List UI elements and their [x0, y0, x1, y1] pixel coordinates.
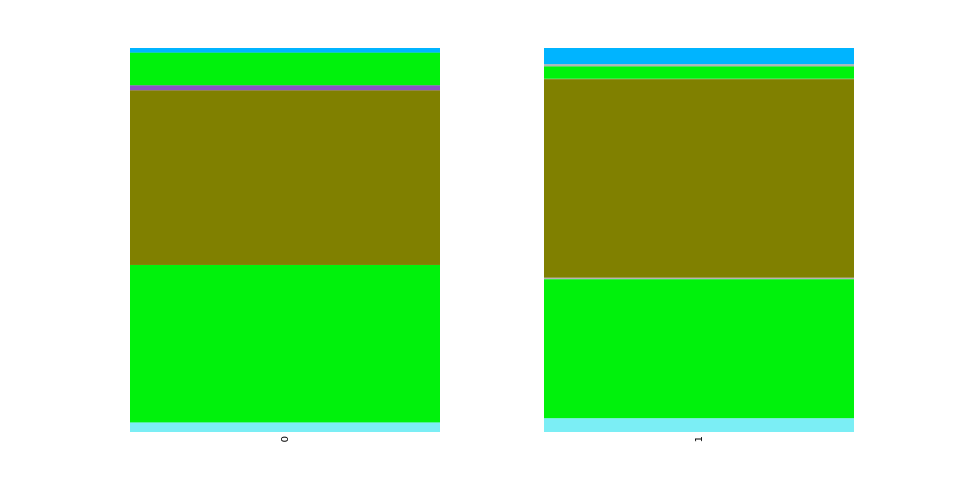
bar-segment-0-6 — [130, 52, 440, 86]
bar-segment-0-0 — [130, 422, 440, 432]
bar-segment-1-0 — [544, 418, 854, 432]
bar-segment-1-2 — [544, 277, 854, 280]
bar-segment-1-7 — [544, 64, 854, 67]
bar-segment-0-1 — [130, 264, 440, 423]
x-tick-label-1: 1 — [694, 436, 705, 442]
bar-segment-0-4 — [130, 85, 440, 91]
bars-layer — [130, 48, 854, 432]
x-tick-label-0: 0 — [280, 436, 291, 442]
bar-segment-0-8 — [130, 48, 440, 53]
bar-segment-1-3 — [544, 79, 854, 278]
bar-segment-1-6 — [544, 66, 854, 79]
bar-segment-1-8 — [544, 48, 854, 65]
bar-segment-1-1 — [544, 279, 854, 419]
bar-segment-0-3 — [130, 90, 440, 265]
